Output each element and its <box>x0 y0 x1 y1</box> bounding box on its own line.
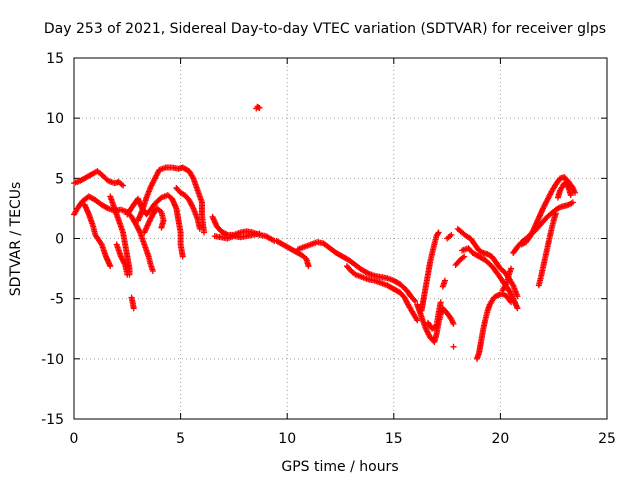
data-point <box>450 343 457 350</box>
data-point <box>508 299 515 306</box>
series-arc-p <box>343 263 421 324</box>
series-arc-g <box>124 192 186 260</box>
series-arc-d <box>107 193 133 278</box>
data-point <box>508 265 515 272</box>
data-point <box>435 229 442 236</box>
series-arc-s <box>424 299 444 332</box>
x-tick-label: 5 <box>176 431 185 447</box>
series-arc-u <box>444 231 455 242</box>
data-point <box>567 192 574 199</box>
data-point <box>130 305 137 312</box>
series-arc-y <box>454 225 521 300</box>
data-point <box>256 230 263 237</box>
data-point <box>507 298 514 305</box>
data-point <box>434 230 441 237</box>
y-tick-label: 15 <box>46 51 64 67</box>
data-point <box>569 199 576 206</box>
series-arc-e <box>113 241 131 278</box>
data-point <box>461 253 468 260</box>
series-arc-r <box>418 229 442 314</box>
x-tick-label: 20 <box>491 431 509 447</box>
series-arc-o <box>294 239 419 305</box>
grid <box>74 58 607 419</box>
series-arc-t <box>439 277 448 290</box>
series-arc-ae <box>554 180 574 201</box>
series-arc-w <box>452 253 468 268</box>
data-point <box>158 224 165 231</box>
series-arc-j <box>173 184 203 232</box>
series-arc-aa <box>499 265 515 294</box>
series-arc-c <box>81 201 114 270</box>
series-arc-x <box>459 245 521 312</box>
data-point <box>305 263 312 270</box>
data-point <box>120 182 127 189</box>
x-tick-label: 10 <box>278 431 296 447</box>
data-point <box>441 277 448 284</box>
y-tick-label: -5 <box>50 292 64 308</box>
y-tick-label: 10 <box>46 111 64 127</box>
data-point <box>107 263 114 270</box>
series-arc-f <box>128 294 137 312</box>
series-arc-a <box>71 168 127 189</box>
series-arc-v <box>450 343 457 350</box>
data-point <box>514 305 521 312</box>
data-point <box>448 231 455 238</box>
data-point <box>552 210 559 217</box>
y-tick-label: -15 <box>41 412 64 428</box>
data-point <box>196 225 203 232</box>
data-point <box>103 204 110 211</box>
y-tick-labels: -15 -10 -5 0 5 10 15 <box>41 51 64 428</box>
series-arc-l <box>211 230 263 242</box>
data-point <box>450 320 457 327</box>
y-axis-label: SDTVAR / TECUs <box>8 182 24 297</box>
series-arc-ac <box>518 174 579 248</box>
data-point <box>256 104 263 111</box>
data-point <box>414 317 421 324</box>
data-point <box>437 299 444 306</box>
series-arc-h <box>134 164 208 236</box>
y-tick-label: 0 <box>55 232 64 248</box>
x-tick-label: 15 <box>385 431 403 447</box>
data-point <box>572 189 579 196</box>
data-points <box>71 103 579 362</box>
series-arc-m <box>253 103 263 112</box>
series-arc-n <box>273 237 312 270</box>
x-axis-label: GPS time / hours <box>281 459 398 475</box>
series-arc-z <box>473 290 515 362</box>
chart-title: Day 253 of 2021, Sidereal Day-to-day VTE… <box>44 21 606 37</box>
series-arc-i <box>141 205 167 236</box>
y-tick-label: -10 <box>41 352 64 368</box>
axis-ticks <box>73 57 608 420</box>
x-tick-label: 0 <box>70 431 79 447</box>
series-arc-ad <box>535 210 559 289</box>
data-point <box>149 267 156 274</box>
data-point <box>179 253 186 260</box>
y-tick-label: 5 <box>55 171 64 187</box>
data-point <box>514 293 521 300</box>
data-point <box>411 296 418 303</box>
data-point <box>363 269 370 276</box>
data-point <box>412 298 419 305</box>
x-tick-labels: 0 5 10 15 20 25 <box>70 431 616 447</box>
data-point <box>124 271 131 278</box>
data-point <box>201 229 208 236</box>
x-tick-label: 25 <box>598 431 616 447</box>
